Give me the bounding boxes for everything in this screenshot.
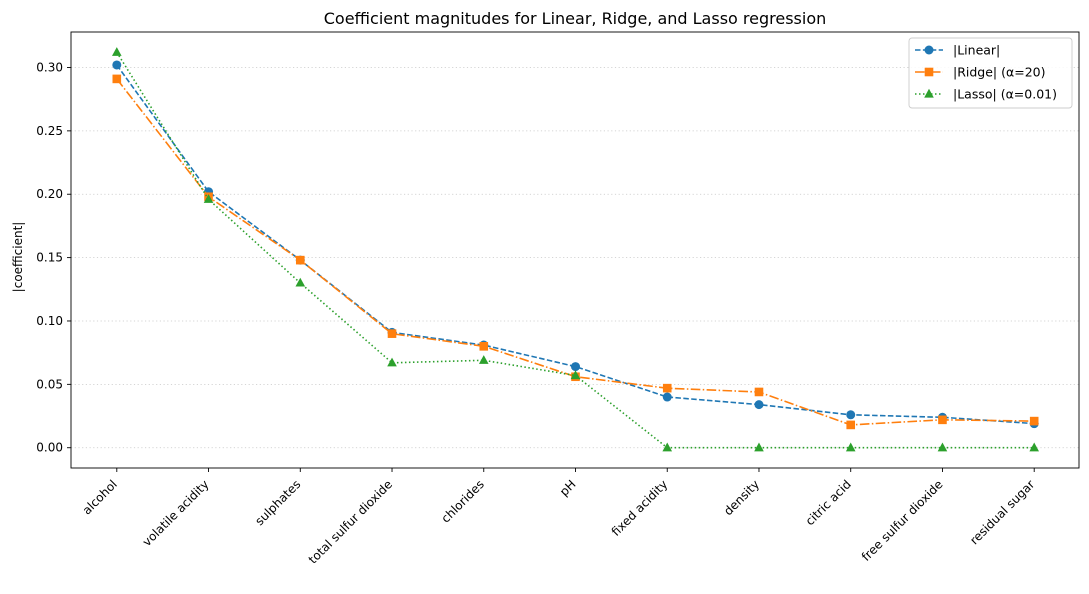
x-tick-label: chlorides [439,477,487,525]
data-point [662,442,673,452]
data-point [112,74,122,84]
series-triangle [112,47,1039,452]
data-point [937,442,948,452]
data-point [479,342,489,351]
data-point [112,47,122,56]
data-point [112,60,122,70]
grid-lines [71,67,1079,449]
data-point [1029,416,1039,426]
data-point [387,357,397,367]
series-line [116,78,1035,426]
x-tick-label: alcohol [80,477,120,517]
legend-box [908,37,1073,109]
data-point [662,383,672,393]
x-tick-label: density [721,477,762,518]
data-point [570,370,581,380]
legend-swatch-marker [924,67,934,77]
data-point [1029,442,1039,452]
data-point [845,442,856,452]
data-point [203,194,214,203]
legend-swatch-marker [924,45,934,55]
data-point [846,420,856,430]
series-line [116,64,1035,425]
legend-label: |Lasso| (α=0.01) [953,87,1057,102]
data-point [662,392,672,402]
y-tick-label: 0.05 [36,377,63,391]
data-point [754,387,764,397]
x-tick-label: citric acid [803,477,854,528]
x-tick-label: sulphates [252,477,303,528]
x-tick-label: fixed acidity [609,477,671,539]
legend-label: |Ridge| (α=20) [953,65,1046,80]
legend-swatch-marker [924,88,934,98]
data-point [754,400,764,410]
data-point [571,362,580,372]
legend: |Linear| |Ridge| (α=20) |Lasso| (α=0.01) [908,37,1073,109]
y-tick-label: 0.25 [36,124,63,138]
y-axis-label: |coefficient| [11,222,25,293]
y-tick-label: 0.20 [36,187,63,201]
axes: 0.00 0.05 0.10 0.15 0.20 0.25 0.30 alcohol volat… [36,60,1037,566]
x-tick-label: free sulfur dioxide [859,477,946,564]
data-point [295,277,306,287]
y-tick-label: 0.00 [36,441,63,455]
y-tick-label: 0.15 [36,251,63,265]
data-point [387,329,397,338]
x-tick-label: total sulfur dioxide [306,477,395,566]
plot-frame [70,31,1080,469]
series-line [116,51,1035,449]
chart-title: Coefficient magnitudes for Linear, Ridge… [324,9,827,28]
series-group [112,47,1039,452]
data-point [295,255,305,265]
x-tick-label: volatile acidity [140,477,212,549]
x-tick-label: pH [557,477,579,499]
legend-entry: |Lasso| (α=0.01) [915,87,1057,102]
legend-label: |Linear| [953,43,1000,58]
y-tick-label: 0.30 [36,60,63,74]
legend-entry: |Ridge| (α=20) [915,65,1046,80]
data-point [846,410,856,420]
x-tick-label: residual sugar [967,477,1037,547]
y-tick-label: 0.10 [36,314,63,328]
data-point [938,415,947,425]
legend-entry: |Linear| [915,43,1000,58]
data-point [754,442,764,452]
data-point [478,355,489,364]
